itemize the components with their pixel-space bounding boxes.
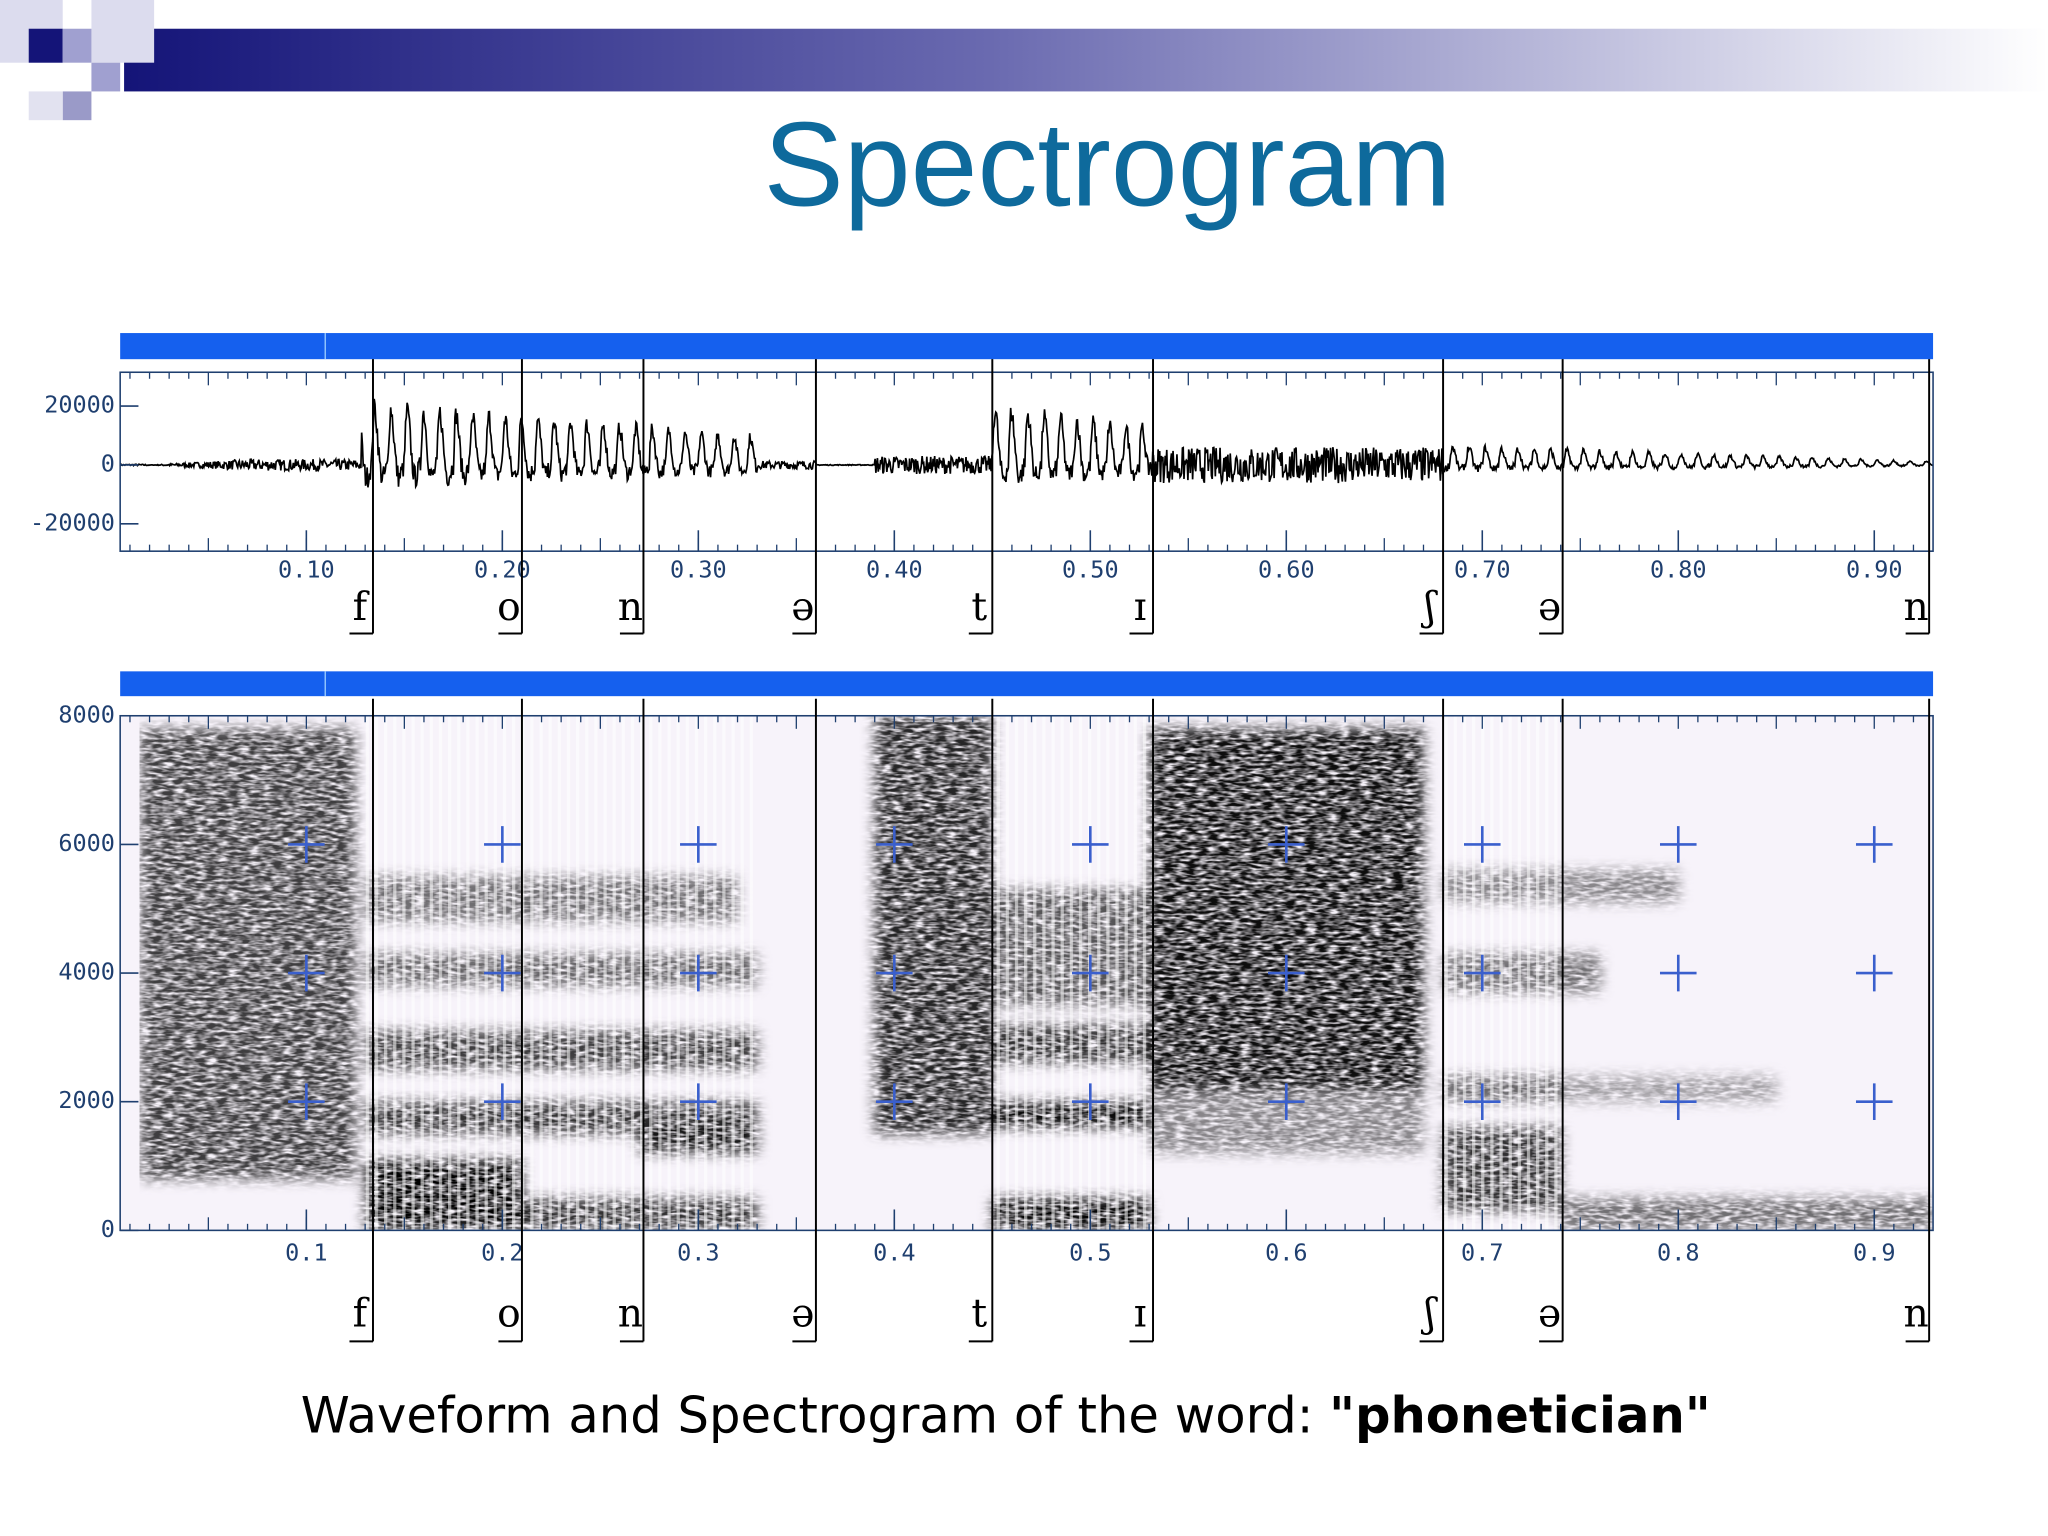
plot-background bbox=[120, 372, 1934, 552]
grid-cross bbox=[484, 826, 521, 863]
scroll-bar bbox=[120, 671, 1934, 697]
grid-cross bbox=[1659, 1083, 1697, 1120]
segment-label: ə bbox=[1538, 585, 1561, 630]
segment-label: f bbox=[353, 1292, 370, 1337]
x-tick-label: 0.50 bbox=[1062, 555, 1119, 583]
x-tick-label: 0.4 bbox=[873, 1238, 915, 1266]
grid-cross bbox=[1268, 1083, 1305, 1120]
header-square bbox=[28, 91, 63, 121]
x-tick-label: 0.6 bbox=[1265, 1238, 1307, 1266]
y-tick-label: -20000 bbox=[30, 508, 115, 536]
grid-cross bbox=[680, 826, 717, 863]
segment-label: ʃ bbox=[1421, 585, 1438, 630]
segment-label: f bbox=[353, 585, 370, 630]
energy-region bbox=[874, 715, 993, 1134]
segment-label: ə bbox=[791, 585, 814, 630]
caption-emphasis: "phonetician" bbox=[1329, 1386, 1711, 1444]
energy-region bbox=[1560, 1075, 1777, 1102]
segment-label: n bbox=[1903, 585, 1928, 630]
grid-cross bbox=[876, 1083, 913, 1120]
x-tick-label: 0.70 bbox=[1454, 555, 1511, 583]
grid-cross bbox=[1268, 826, 1305, 863]
grid-cross bbox=[1268, 954, 1305, 992]
x-tick-label: 0.7 bbox=[1461, 1238, 1503, 1266]
segment-label: t bbox=[971, 1292, 987, 1337]
caption: Waveform and Spectrogram of the word: "ph… bbox=[301, 1386, 1711, 1444]
segment-label: n bbox=[618, 585, 643, 630]
energy-region bbox=[1560, 1198, 1934, 1231]
segment-label: ʃ bbox=[1421, 1292, 1438, 1337]
grid-cross bbox=[288, 1083, 325, 1120]
grid-cross bbox=[680, 954, 717, 992]
header-square bbox=[62, 28, 92, 63]
grid-cross bbox=[1464, 954, 1501, 992]
scroll-bar bbox=[120, 333, 1934, 360]
x-tick-label: 0.30 bbox=[670, 555, 727, 583]
energy-region bbox=[139, 728, 356, 1179]
header-square bbox=[91, 62, 121, 92]
x-tick-label: 0.10 bbox=[278, 555, 335, 583]
segment-label: ɪ bbox=[1134, 585, 1147, 630]
x-tick-label: 0.80 bbox=[1650, 555, 1707, 583]
x-tick-label: 0.40 bbox=[866, 555, 923, 583]
segment-label: o bbox=[497, 585, 521, 630]
segment-label: o bbox=[497, 1292, 521, 1337]
y-tick-label: 0 bbox=[101, 1215, 115, 1243]
x-tick-label: 0.1 bbox=[285, 1238, 327, 1266]
grid-cross bbox=[1072, 1083, 1109, 1120]
grid-cross bbox=[1072, 954, 1109, 992]
y-tick-label: 4000 bbox=[58, 958, 115, 986]
grid-cross bbox=[288, 954, 325, 992]
voicing-striations bbox=[1443, 715, 1561, 1231]
x-tick-label: 0.9 bbox=[1853, 1238, 1895, 1266]
header-decoration bbox=[0, 0, 2048, 121]
grid-cross bbox=[288, 826, 325, 863]
grid-cross bbox=[1855, 1083, 1893, 1120]
caption-text: Waveform and Spectrogram of the word: bbox=[301, 1386, 1314, 1444]
waveform-trace bbox=[119, 398, 1934, 490]
segment-label: ə bbox=[791, 1292, 814, 1337]
grid-cross bbox=[484, 1083, 521, 1120]
grid-cross bbox=[876, 954, 913, 992]
x-tick-label: 0.3 bbox=[677, 1238, 719, 1266]
y-tick-label: 6000 bbox=[58, 829, 115, 857]
energy-region bbox=[1149, 728, 1424, 1089]
voicing-striations bbox=[992, 715, 1150, 1231]
x-tick-label: 0.90 bbox=[1846, 555, 1903, 583]
plot-frame bbox=[119, 714, 1934, 1232]
y-tick-label: 0 bbox=[101, 449, 115, 477]
segment-label: t bbox=[971, 585, 987, 630]
segment-label: n bbox=[1903, 1292, 1928, 1337]
segment-label: n bbox=[618, 1292, 643, 1337]
grid-cross bbox=[484, 954, 521, 992]
y-tick-label: 2000 bbox=[58, 1086, 115, 1114]
grid-cross bbox=[1855, 954, 1893, 992]
grid-cross bbox=[1072, 826, 1109, 863]
header-bar bbox=[124, 28, 2048, 92]
grid-cross bbox=[1855, 826, 1893, 863]
x-tick-label: 0.60 bbox=[1258, 555, 1315, 583]
y-tick-label: 20000 bbox=[44, 391, 115, 419]
segment-label: ɪ bbox=[1134, 1292, 1147, 1337]
grid-cross bbox=[1659, 826, 1697, 863]
header-square bbox=[62, 91, 92, 121]
grid-cross bbox=[876, 826, 913, 863]
grid-cross bbox=[680, 1083, 717, 1120]
grid-cross bbox=[1464, 826, 1501, 863]
segment-label: ə bbox=[1538, 1292, 1561, 1337]
header-square bbox=[28, 28, 63, 63]
grid-cross bbox=[1464, 1083, 1501, 1120]
x-tick-label: 0.5 bbox=[1069, 1238, 1111, 1266]
x-tick-label: 0.8 bbox=[1657, 1238, 1699, 1266]
y-tick-label: 8000 bbox=[58, 700, 115, 728]
slide-title: Spectrogram bbox=[764, 97, 1452, 231]
grid-cross bbox=[1659, 954, 1697, 992]
plot-frame bbox=[119, 371, 1934, 552]
x-tick-label: 0.2 bbox=[481, 1238, 523, 1266]
header-square bbox=[91, 0, 155, 63]
